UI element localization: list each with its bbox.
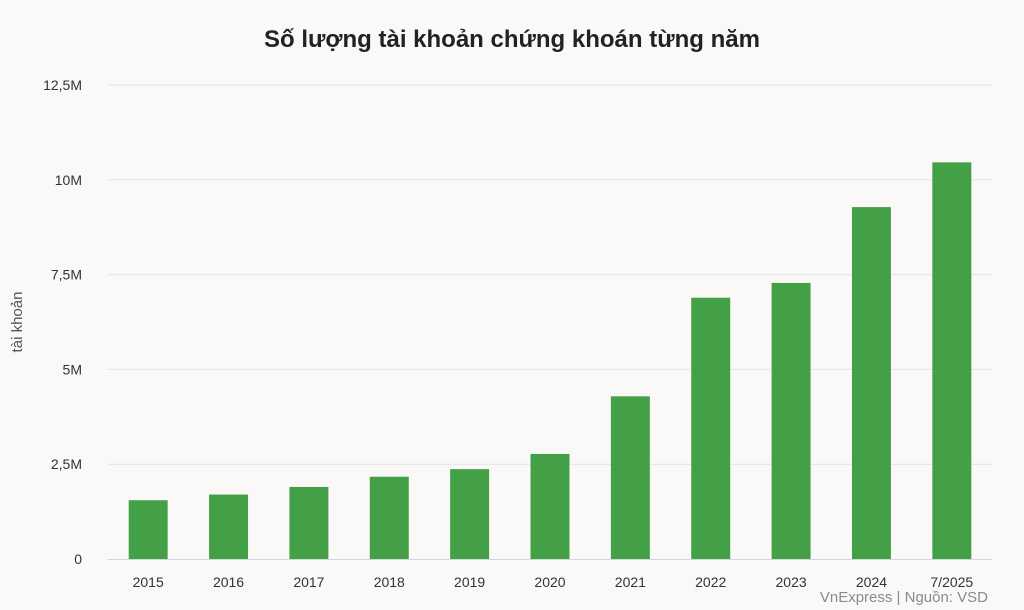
x-tick-label: 2020 [534, 574, 565, 590]
x-axis-ticks: 2015 2016 2017 2018 2019 2020 2021 2022 2023 2024… [133, 574, 974, 590]
bar-2020[interactable] [530, 453, 570, 559]
bar-2018[interactable] [369, 476, 409, 559]
bar-2016[interactable] [209, 494, 249, 559]
x-tick-label: 2019 [454, 574, 485, 590]
y-axis-label: tài khoản [9, 292, 26, 353]
y-tick-label: 0 [74, 551, 82, 567]
bar-2015[interactable] [128, 500, 168, 559]
bar-2017[interactable] [289, 486, 329, 559]
x-tick-label: 2023 [776, 574, 807, 590]
x-tick-label: 2021 [615, 574, 646, 590]
bar-2023[interactable] [771, 282, 811, 559]
source-credit: VnExpress | Nguồn: VSD [819, 589, 988, 606]
bar-7-2025[interactable] [932, 162, 972, 559]
x-tick-label: 2016 [213, 574, 244, 590]
bar-2024[interactable] [851, 207, 891, 559]
y-tick-label: 2,5M [51, 456, 82, 472]
x-tick-label: 7/2025 [930, 574, 973, 590]
y-axis-ticks: 0 2,5M 5M 7,5M 10M 12,5M [43, 77, 82, 567]
x-tick-label: 2015 [133, 574, 164, 590]
y-tick-label: 7,5M [51, 267, 82, 283]
x-tick-label: 2022 [695, 574, 726, 590]
x-tick-label: 2018 [374, 574, 405, 590]
bars [128, 162, 972, 559]
bar-2022[interactable] [691, 297, 731, 559]
bar-2019[interactable] [450, 469, 490, 559]
bar-2021[interactable] [610, 396, 650, 559]
x-tick-label: 2024 [856, 574, 887, 590]
chart-title: Số lượng tài khoản chứng khoán từng năm [264, 26, 760, 53]
y-tick-label: 10M [55, 172, 82, 188]
y-tick-label: 5M [63, 361, 82, 377]
x-tick-label: 2017 [293, 574, 324, 590]
y-tick-label: 12,5M [43, 77, 82, 93]
gridlines [108, 84, 992, 465]
